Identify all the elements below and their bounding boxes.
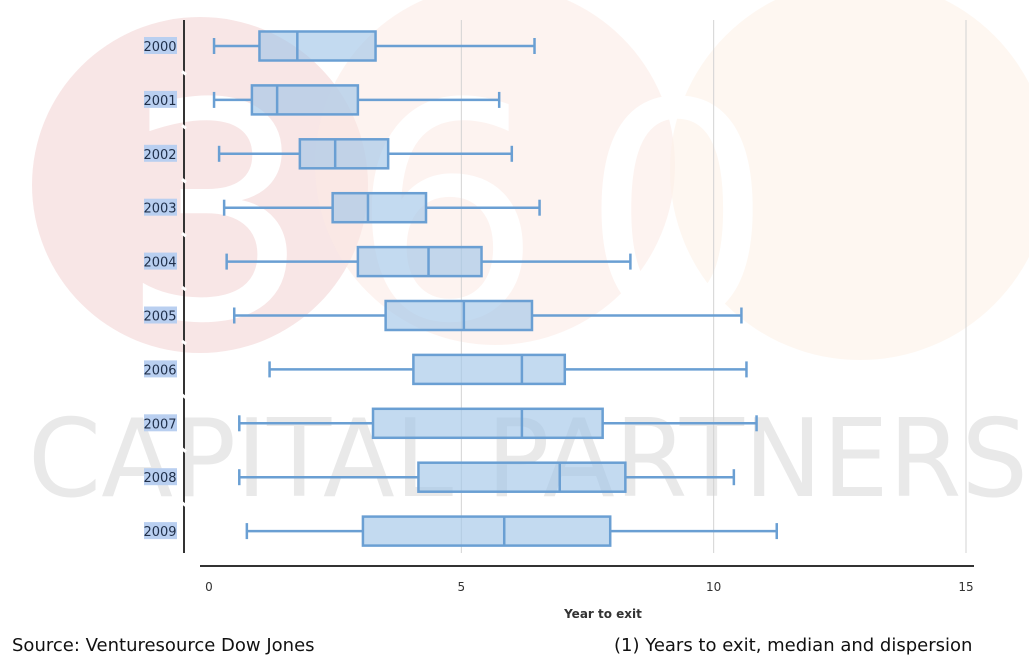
iqr-box-2005: [384, 299, 534, 332]
x-tick-label-10: 10: [706, 580, 721, 594]
box-plot-2007: [238, 407, 758, 440]
box-plot-2000: [212, 30, 536, 62]
y-label-highlight-2002: [144, 144, 177, 162]
y-axis-gap-2005: [181, 285, 187, 292]
x-tick-label-0: 0: [205, 580, 213, 594]
y-tick-label-2005: 2005: [143, 310, 176, 325]
x-tick-label-5: 5: [458, 580, 466, 594]
footnote: (1) Years to exit, median and dispersion: [614, 635, 973, 656]
y-tick-label-2008: 2008: [143, 471, 176, 486]
box-plot-2009: [245, 515, 778, 547]
y-tick-label-2006: 2006: [143, 363, 176, 378]
y-tick-label-2003: 2003: [143, 202, 176, 217]
box-plot-2008: [238, 461, 736, 493]
y-label-highlight-2006: [144, 360, 177, 378]
y-axis-gap-2001: [181, 70, 187, 76]
iqr-box-2000: [258, 30, 377, 62]
y-label-highlight-2007: [144, 414, 177, 432]
iqr-box-2007: [371, 407, 604, 440]
y-axis-gap-2009: [181, 501, 187, 507]
y-axis-gap-2007: [181, 393, 187, 400]
y-tick-label-2007: 2007: [143, 417, 176, 432]
iqr-box-2004: [356, 245, 483, 278]
y-axis-gap-2006: [181, 339, 187, 346]
y-tick-label-2000: 2000: [143, 40, 176, 55]
y-axis-gap-2002: [181, 124, 187, 130]
box-plot-2004: [225, 245, 632, 278]
x-tick-layer: 0 5 10 15: [205, 580, 973, 594]
y-label-layer: 2000 2001 2002 2003 2004 2005 2006 2007 2008 2009: [143, 37, 187, 540]
y-label-highlight-2008: [144, 468, 177, 486]
iqr-box-2003: [331, 191, 428, 224]
box-plot-2003: [222, 191, 541, 224]
watermark-circle-right: [670, 0, 1029, 360]
y-label-highlight-2009: [144, 522, 177, 540]
y-axis-gap-2008: [181, 447, 187, 453]
y-label-highlight-2001: [144, 90, 177, 108]
x-axis-label: Year to exit: [563, 607, 642, 621]
y-tick-label-2009: 2009: [143, 525, 176, 540]
box-plot-2001: [212, 84, 501, 116]
y-tick-label-2001: 2001: [143, 94, 176, 109]
y-tick-label-2004: 2004: [143, 256, 176, 271]
x-tick-label-15: 15: [958, 580, 973, 594]
iqr-box-2001: [250, 84, 360, 116]
box-plot-2006: [268, 353, 748, 386]
source-note: Source: Venturesource Dow Jones: [12, 635, 315, 656]
y-tick-label-2002: 2002: [143, 148, 176, 163]
box-plot-2002: [217, 138, 514, 170]
box-layer: [212, 30, 778, 547]
box-plot-2005: [232, 299, 743, 332]
y-label-highlight-2003: [144, 198, 177, 216]
iqr-box-2006: [412, 353, 567, 386]
y-label-highlight-2000: [144, 37, 177, 54]
y-axis-gap-2003: [181, 178, 187, 184]
iqr-box-2002: [298, 138, 390, 170]
y-label-highlight-2005: [144, 306, 177, 324]
iqr-box-2008: [417, 461, 627, 493]
y-axis-gap-2004: [181, 231, 187, 238]
y-label-highlight-2004: [144, 252, 177, 270]
iqr-box-2009: [361, 515, 612, 547]
